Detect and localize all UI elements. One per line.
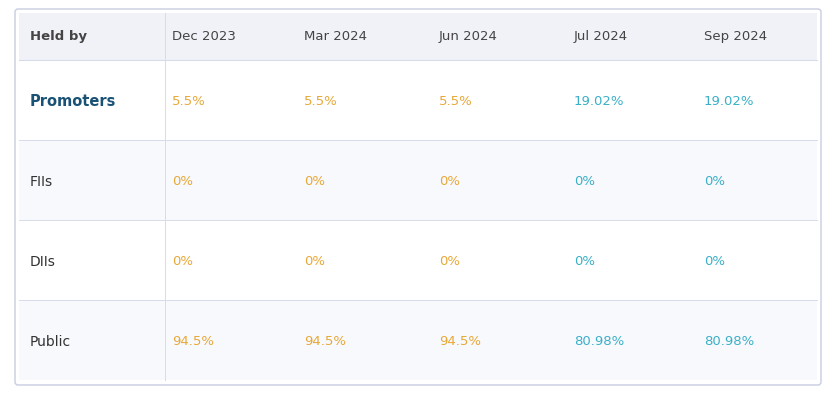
Text: 94.5%: 94.5% bbox=[439, 335, 481, 348]
Text: Held by: Held by bbox=[30, 30, 87, 43]
Bar bbox=[19, 60, 817, 140]
Text: 0%: 0% bbox=[172, 255, 193, 268]
Bar bbox=[19, 13, 817, 60]
Text: 19.02%: 19.02% bbox=[574, 95, 625, 108]
Text: 0%: 0% bbox=[304, 175, 325, 188]
Text: 0%: 0% bbox=[439, 175, 460, 188]
Text: 0%: 0% bbox=[704, 175, 725, 188]
Text: 94.5%: 94.5% bbox=[304, 335, 346, 348]
Text: DIIs: DIIs bbox=[30, 255, 56, 269]
Text: 0%: 0% bbox=[304, 255, 325, 268]
Text: 0%: 0% bbox=[704, 255, 725, 268]
FancyBboxPatch shape bbox=[15, 9, 821, 385]
Text: 0%: 0% bbox=[439, 255, 460, 268]
Text: Sep 2024: Sep 2024 bbox=[704, 30, 767, 43]
Text: 94.5%: 94.5% bbox=[172, 335, 214, 348]
Text: 5.5%: 5.5% bbox=[439, 95, 473, 108]
Text: 0%: 0% bbox=[172, 175, 193, 188]
Text: Dec 2023: Dec 2023 bbox=[172, 30, 235, 43]
Text: Mar 2024: Mar 2024 bbox=[304, 30, 367, 43]
Text: 19.02%: 19.02% bbox=[704, 95, 755, 108]
Text: Jun 2024: Jun 2024 bbox=[439, 30, 498, 43]
Text: 5.5%: 5.5% bbox=[304, 95, 337, 108]
Bar bbox=[19, 300, 817, 380]
Bar bbox=[19, 140, 817, 220]
Bar bbox=[19, 220, 817, 300]
Text: 80.98%: 80.98% bbox=[574, 335, 625, 348]
Text: Public: Public bbox=[30, 335, 71, 349]
Text: Jul 2024: Jul 2024 bbox=[574, 30, 628, 43]
Text: 0%: 0% bbox=[574, 255, 595, 268]
Text: Promoters: Promoters bbox=[30, 94, 116, 109]
Text: 0%: 0% bbox=[574, 175, 595, 188]
Text: 5.5%: 5.5% bbox=[172, 95, 205, 108]
Text: FIIs: FIIs bbox=[30, 175, 53, 188]
Text: 80.98%: 80.98% bbox=[704, 335, 754, 348]
